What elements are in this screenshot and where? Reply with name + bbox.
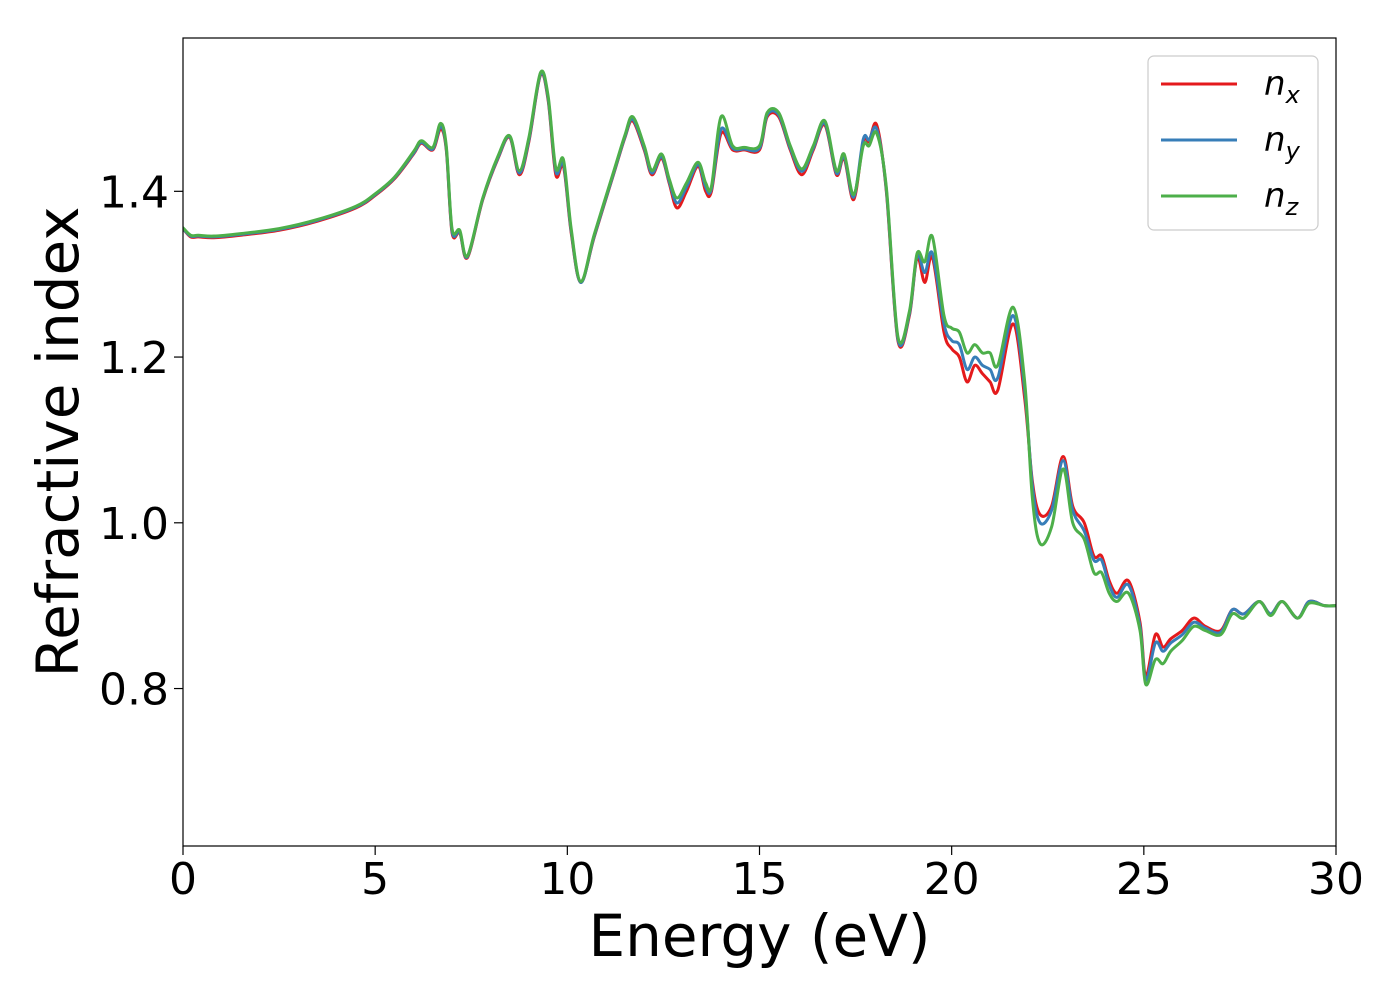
- legend-label-n-z: nz: [1264, 176, 1300, 221]
- x-tick-label: 5: [361, 854, 389, 905]
- x-tick-label: 20: [924, 854, 980, 905]
- legend-label-n-x: nx: [1264, 64, 1301, 109]
- y-axis-title: Refractive index: [24, 206, 92, 677]
- x-tick-label: 15: [732, 854, 788, 905]
- y-tick-label: 1.4: [99, 167, 169, 218]
- x-tick-label: 0: [169, 854, 197, 905]
- legend-label-subscript: x: [1285, 81, 1301, 109]
- series-layer: [183, 69, 1336, 687]
- x-tick-label: 30: [1308, 854, 1364, 905]
- legend-label-main: n: [1264, 176, 1286, 216]
- axis-ticks: 0 5 10 15 20 25 30 0.8 1.0 1.2 1.4: [99, 167, 1364, 905]
- legend-label-main: n: [1264, 120, 1286, 160]
- x-tick-label: 25: [1116, 854, 1172, 905]
- x-axis-title: Energy (eV): [588, 902, 930, 970]
- legend-box: [1147, 55, 1319, 231]
- legend-label-n-y: ny: [1264, 120, 1301, 165]
- y-tick-label: 0.8: [99, 665, 169, 716]
- legend-label-subscript: z: [1285, 193, 1300, 221]
- y-tick-label: 1.0: [99, 499, 169, 550]
- x-tick-label: 10: [539, 854, 595, 905]
- legend-label-main: n: [1264, 64, 1286, 104]
- series-line-n-z: [183, 69, 1336, 687]
- legend-label-subscript: y: [1285, 137, 1301, 165]
- y-tick-label: 1.2: [99, 333, 169, 384]
